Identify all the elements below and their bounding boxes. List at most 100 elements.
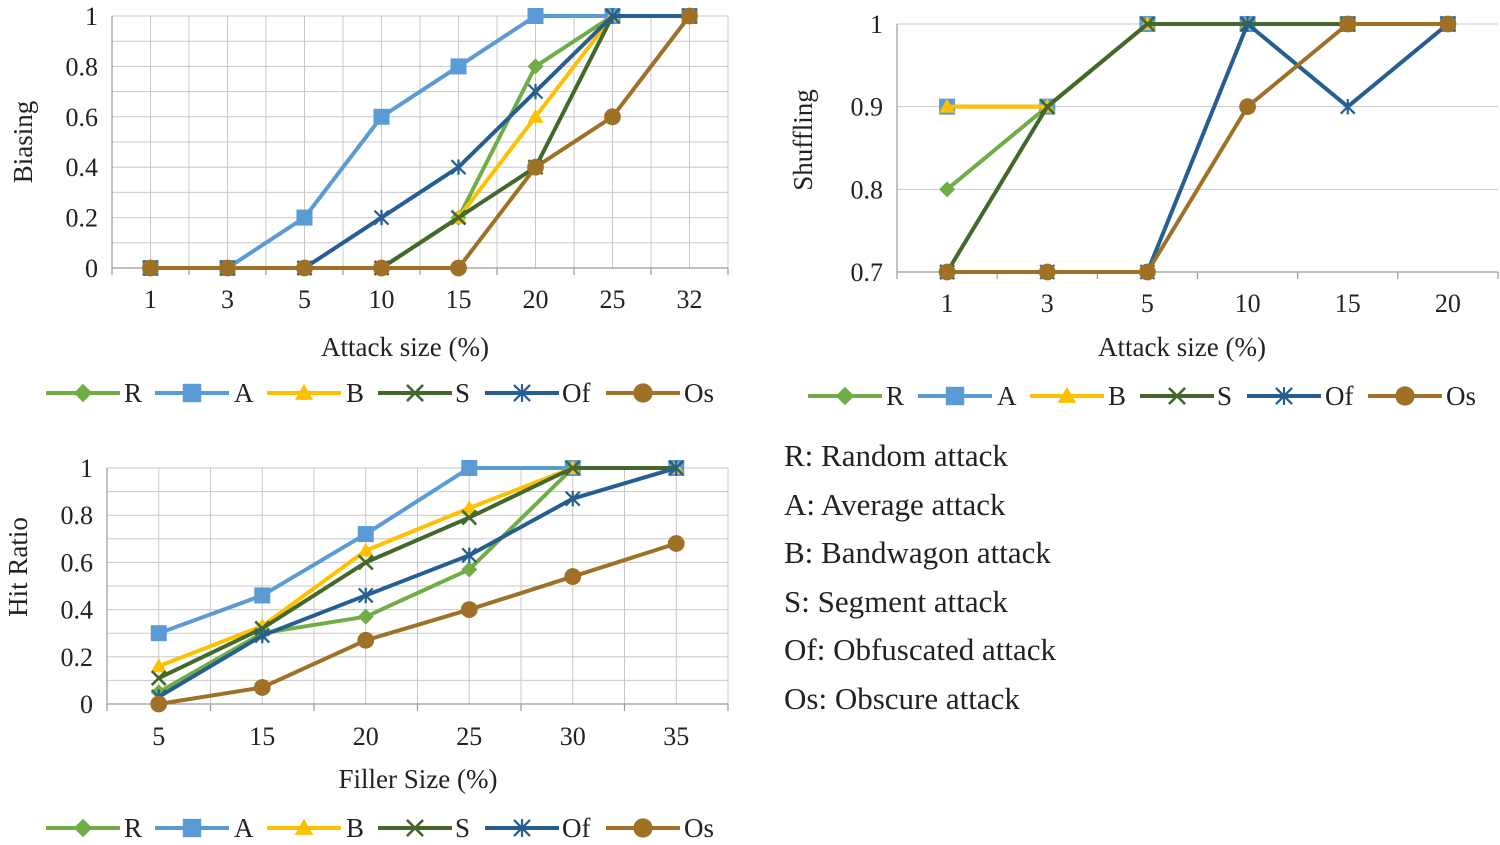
x-tick-label: 3 [221, 285, 234, 314]
legend-marker [945, 386, 965, 406]
point-A [450, 58, 467, 75]
legend-marker [73, 383, 93, 403]
point-A [150, 625, 167, 642]
legend-marker [835, 386, 855, 406]
legend-item-S: S [378, 378, 470, 408]
legend-item-A: A [918, 381, 1017, 411]
x-tick-label: 15 [446, 285, 472, 314]
x-tick-label: 32 [677, 285, 703, 314]
y-tick-label: 0.9 [851, 93, 884, 122]
point-Os [373, 259, 390, 277]
point-Of [461, 547, 478, 564]
legend-label: A [997, 381, 1017, 411]
note-bandwagon: B: Bandwagon attack [784, 535, 1051, 570]
series-line-A [947, 22, 1448, 109]
legend-label: Of [562, 378, 591, 408]
legend-marker [73, 818, 93, 838]
x-axis-title: Filler Size (%) [339, 764, 498, 794]
y-tick-label: 0.4 [61, 596, 94, 625]
x-tick-label: 30 [560, 722, 586, 751]
point-Os [460, 601, 478, 618]
x-tick-label: 25 [600, 285, 626, 314]
legend-label: S [1217, 381, 1232, 411]
x-tick-label: 1 [144, 285, 157, 314]
y-tick-label: 0.4 [66, 153, 99, 182]
note-segment: S: Segment attack [784, 583, 1008, 619]
legend-marker [182, 383, 202, 403]
y-tick-label: 0 [80, 690, 93, 719]
point-A [527, 8, 544, 24]
point-S [150, 670, 167, 686]
point-Os [1239, 98, 1256, 116]
legend-label: A [234, 378, 254, 408]
x-tick-label: 5 [1141, 289, 1154, 318]
series-line-B [947, 22, 1448, 109]
y-tick-label: 1 [85, 2, 98, 31]
point-B [939, 98, 956, 113]
y-axis-title: Biasing [8, 101, 38, 184]
note-obfuscated: Of: Obfuscated attack [784, 632, 1056, 667]
x-tick-label: 35 [663, 722, 689, 751]
series-line-Os [150, 14, 692, 270]
y-tick-label: 0.8 [61, 501, 94, 530]
y-tick-label: 0.2 [61, 643, 94, 672]
legend-label: Of [1325, 381, 1354, 411]
point-A [254, 587, 271, 604]
legend-label: Os [684, 813, 714, 843]
y-tick-label: 0 [85, 254, 98, 283]
legend: R A B S Of Os [46, 813, 714, 843]
y-axis-title: Hit Ratio [3, 517, 33, 617]
point-Os [150, 695, 168, 713]
x-tick-label: 20 [1435, 289, 1461, 318]
legend-label: Os [684, 378, 714, 408]
legend-item-R: R [46, 813, 142, 843]
x-tick-label: 3 [1041, 289, 1054, 318]
point-Of [373, 209, 390, 226]
point-B [461, 500, 478, 515]
point-Os [938, 263, 956, 281]
point-Os [604, 108, 621, 126]
point-Os [450, 259, 467, 277]
x-tick-label: 10 [369, 285, 395, 314]
legend-item-A: A [155, 378, 254, 408]
series-Os [938, 15, 1457, 281]
series-line-A [150, 14, 690, 270]
point-A [373, 108, 390, 125]
point-Os [667, 535, 685, 552]
legend-label: Os [1446, 381, 1476, 411]
legend-item-A: A [155, 813, 254, 843]
legend-label: B [1108, 381, 1126, 411]
series-line-Os [947, 22, 1448, 274]
point-Of [564, 490, 581, 507]
x-tick-label: 5 [298, 285, 311, 314]
y-tick-label: 0.8 [66, 52, 99, 81]
legend-item-S: S [1140, 381, 1232, 411]
x-tick-label: 15 [1335, 289, 1361, 318]
point-S [357, 554, 374, 571]
legend-label: R [124, 813, 142, 843]
legend-marker [294, 383, 314, 400]
y-tick-label: 0.7 [851, 258, 884, 287]
note-obscure: Os: Obscure attack [784, 680, 1020, 716]
note-average: A: Average attack [784, 486, 1006, 522]
legend-marker [406, 384, 424, 402]
series-line-Os [158, 541, 677, 706]
legend-label: S [455, 378, 470, 408]
legend: R A B S Of Os [808, 381, 1476, 411]
legend-item-R: R [46, 378, 142, 408]
point-R [357, 608, 374, 625]
legend-label: R [124, 378, 142, 408]
legend-marker [1275, 387, 1293, 405]
legend-marker [406, 819, 424, 837]
series-A [939, 16, 1456, 115]
x-tick-label: 20 [523, 285, 549, 314]
point-Of [1339, 98, 1356, 115]
legend-marker [513, 819, 531, 837]
point-B [357, 542, 374, 557]
point-A [296, 209, 313, 226]
legend-item-B: B [267, 813, 364, 843]
point-Os [219, 259, 236, 277]
legend-item-Os: Os [1368, 381, 1476, 411]
